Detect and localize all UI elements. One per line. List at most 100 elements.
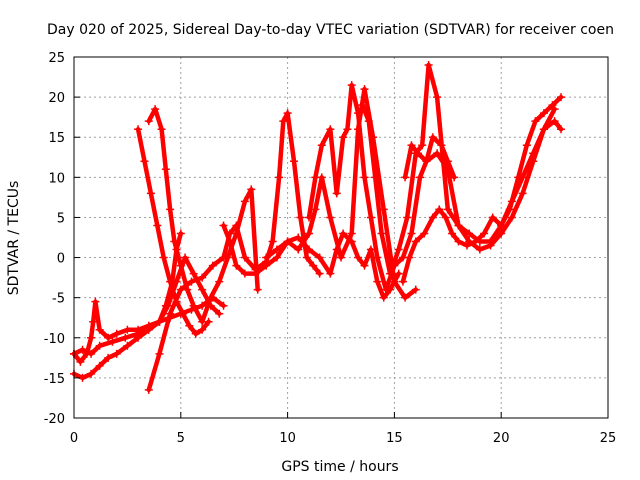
data-point (134, 329, 143, 338)
x-tick-label: 0 (70, 431, 78, 446)
data-point (550, 117, 559, 126)
data-point (454, 237, 463, 246)
data-point (176, 285, 185, 294)
data-point (215, 309, 224, 318)
data-point (377, 229, 386, 238)
data-point (215, 277, 224, 286)
data-point (435, 205, 444, 214)
x-tick-label: 15 (386, 431, 403, 446)
data-point (332, 189, 341, 198)
data-point (475, 245, 484, 254)
data-point (87, 369, 96, 378)
data-point (232, 221, 241, 230)
data-point (140, 157, 149, 166)
data-point (304, 213, 313, 222)
data-point (253, 285, 262, 294)
y-tick-label: 20 (48, 91, 65, 106)
data-point (151, 105, 160, 114)
data-point (539, 125, 548, 134)
data-point (144, 117, 153, 126)
data-point (315, 253, 324, 262)
data-point (433, 149, 442, 158)
data-point (181, 253, 190, 262)
data-point (155, 317, 164, 326)
data-point (416, 173, 425, 182)
data-point (403, 213, 412, 222)
data-point (339, 133, 348, 142)
data-point (283, 237, 292, 246)
data-point (279, 117, 288, 126)
data-point (337, 253, 345, 262)
data-point (381, 285, 390, 294)
data-point (198, 301, 207, 310)
data-point (339, 229, 348, 238)
data-point (309, 261, 318, 270)
data-point (326, 269, 335, 278)
x-tick-label: 20 (493, 431, 510, 446)
data-point (531, 117, 540, 126)
data-point (240, 253, 249, 262)
data-point (104, 333, 113, 342)
data-point (163, 301, 172, 310)
data-point (428, 133, 437, 142)
plot-frame (73, 56, 609, 419)
data-point (108, 337, 117, 346)
data-point (176, 261, 185, 270)
data-point (272, 253, 281, 262)
data-point (394, 269, 403, 278)
data-point (411, 285, 420, 294)
data-point (206, 293, 215, 302)
data-point (401, 293, 410, 302)
data-point (514, 173, 523, 182)
tick-labels: 0 5 10 15 20 25 -20 -15 -10 -5 0 5 10 15 20 25 (44, 51, 617, 446)
data-point (360, 261, 369, 270)
data-point (91, 297, 100, 306)
data-point (304, 245, 313, 254)
data-point (343, 125, 352, 134)
data-point (268, 237, 277, 246)
data-point (347, 237, 356, 246)
data-point (87, 333, 96, 342)
data-point (104, 353, 113, 362)
data-point (166, 309, 175, 318)
y-tick-label: -10 (44, 332, 65, 347)
data-point (232, 261, 241, 270)
data-point (332, 245, 341, 254)
data-point (443, 165, 452, 174)
data-point (360, 85, 369, 94)
y-tick-label: 25 (48, 51, 65, 66)
y-tick-label: -20 (44, 412, 65, 427)
data-point (405, 253, 414, 262)
data-point (354, 253, 363, 262)
data-point (448, 229, 457, 238)
data-point (89, 317, 98, 326)
data-point (159, 253, 168, 262)
data-point (480, 229, 489, 238)
data-point (78, 345, 87, 354)
y-tick-label: 0 (57, 252, 65, 267)
y-axis-label: SDTVAR / TECUs (6, 181, 22, 296)
series-layer (70, 61, 566, 394)
data-point (407, 229, 416, 238)
data-point (379, 293, 388, 302)
data-point (548, 101, 557, 110)
data-point (364, 117, 373, 126)
data-point (347, 81, 356, 90)
data-point (366, 213, 375, 222)
data-point (191, 329, 200, 338)
data-point (95, 325, 104, 334)
data-point (557, 93, 566, 102)
data-point (76, 357, 85, 366)
data-point (518, 189, 527, 198)
y-tick-label: -5 (52, 292, 65, 307)
series-track-f (146, 110, 322, 393)
data-point (443, 205, 452, 214)
data-point (505, 205, 514, 214)
data-point (166, 277, 175, 286)
data-point (155, 349, 164, 358)
data-point (347, 229, 356, 238)
data-point (294, 245, 303, 254)
data-point (185, 321, 194, 330)
data-point (371, 173, 380, 182)
data-point (275, 173, 284, 182)
